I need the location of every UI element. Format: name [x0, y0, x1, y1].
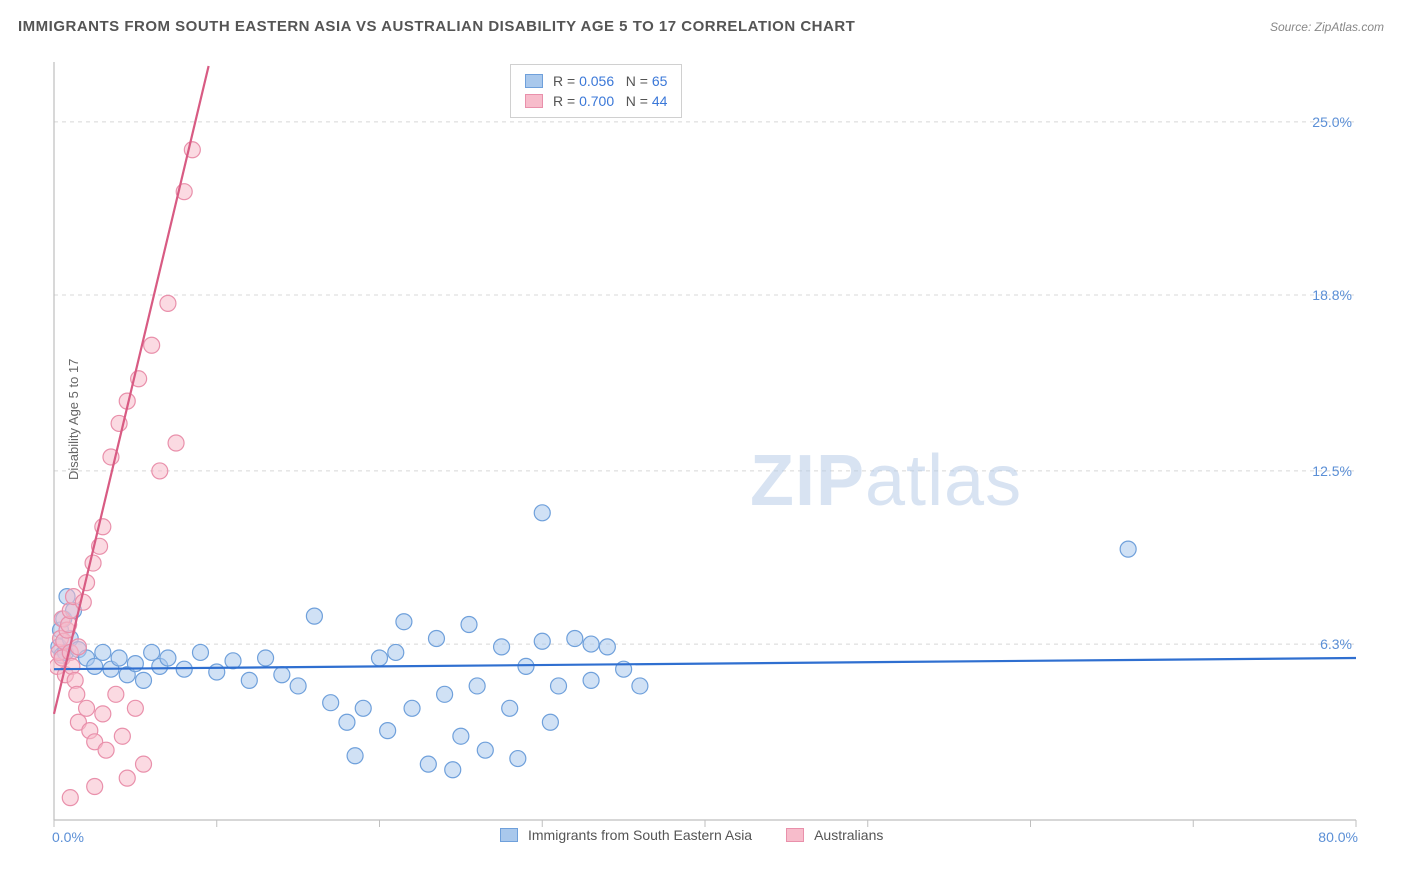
chart-area: Disability Age 5 to 17 6.3%12.5%18.8%25.…	[50, 60, 1360, 845]
legend-series-label: Immigrants from South Eastern Asia	[528, 827, 752, 843]
legend-swatch	[525, 74, 543, 88]
legend-stat-row: R = 0.700 N = 44	[525, 91, 667, 111]
legend-stat-text: R = 0.056 N = 65	[553, 73, 667, 89]
svg-text:80.0%: 80.0%	[1318, 829, 1358, 845]
svg-text:25.0%: 25.0%	[1312, 114, 1352, 130]
svg-text:0.0%: 0.0%	[52, 829, 84, 845]
legend-stat-row: R = 0.056 N = 65	[525, 71, 667, 91]
legend-swatch	[525, 94, 543, 108]
svg-text:18.8%: 18.8%	[1312, 287, 1352, 303]
legend-stat-text: R = 0.700 N = 44	[553, 93, 667, 109]
scatter-plot: 6.3% 12.5% 18.8% 25.0% 0.0% 80.0%	[50, 60, 1360, 845]
svg-text:6.3%: 6.3%	[1320, 636, 1352, 652]
legend-stats: R = 0.056 N = 65 R = 0.700 N = 44	[510, 64, 682, 118]
source-label: Source: ZipAtlas.com	[1270, 20, 1384, 34]
legend-series: Immigrants from South Eastern Asia Austra…	[500, 827, 907, 843]
legend-swatch	[500, 828, 518, 842]
legend-series-label: Australians	[814, 827, 883, 843]
svg-text:12.5%: 12.5%	[1312, 463, 1352, 479]
legend-swatch	[786, 828, 804, 842]
chart-title: IMMIGRANTS FROM SOUTH EASTERN ASIA VS AU…	[18, 18, 855, 35]
